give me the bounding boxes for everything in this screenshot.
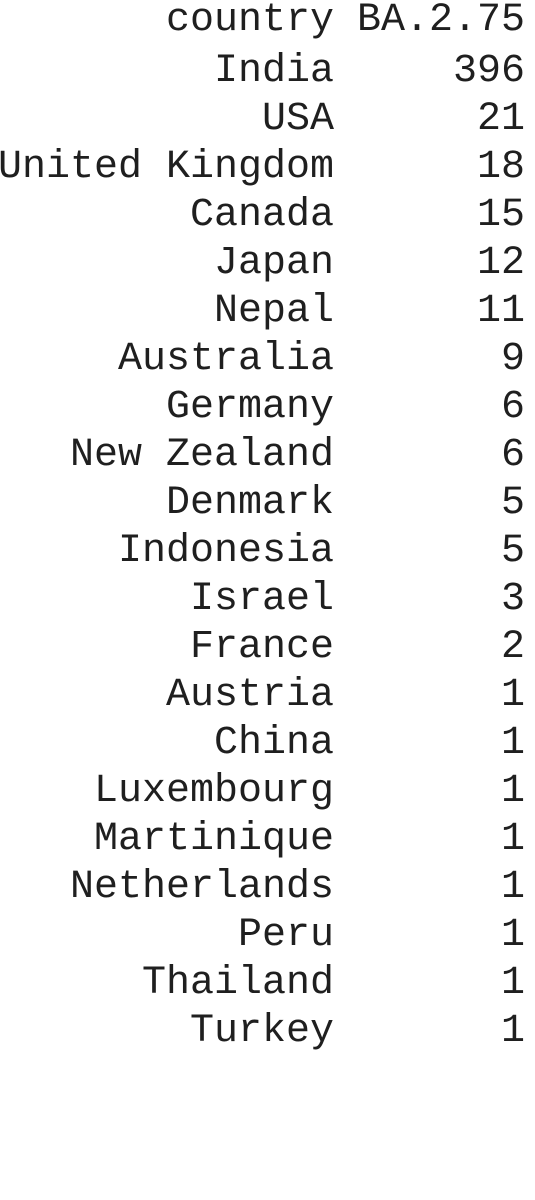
count-cell: 396: [452, 49, 525, 94]
country-cell: Luxembourg: [93, 769, 334, 814]
count-cell: 1: [500, 769, 525, 814]
country-cell: USA: [261, 97, 334, 142]
country-cell: New Zealand: [69, 433, 334, 478]
country-cell: China: [213, 721, 334, 766]
country-count-table: country BA.2.75 India 396 USA 21 United …: [0, 0, 535, 1056]
table-row: Martinique 1: [0, 816, 535, 864]
count-cell: 9: [500, 337, 525, 382]
country-cell: Netherlands: [69, 865, 334, 910]
country-cell: Peru: [237, 913, 334, 958]
count-cell: 1: [500, 817, 525, 862]
count-cell: 1: [500, 673, 525, 718]
count-cell: 1: [500, 865, 525, 910]
country-cell: Austria: [165, 673, 334, 718]
count-cell: 18: [476, 145, 525, 190]
count-cell: 1: [500, 913, 525, 958]
table-row: Turkey 1: [0, 1008, 535, 1056]
table-row: New Zealand 6: [0, 432, 535, 480]
country-cell: Thailand: [141, 961, 334, 1006]
count-cell: 2: [500, 625, 525, 670]
count-cell: 6: [500, 385, 525, 430]
count-cell: 6: [500, 433, 525, 478]
table-row: Luxembourg 1: [0, 768, 535, 816]
country-cell: India: [213, 49, 334, 94]
table-row: Nepal 11: [0, 288, 535, 336]
table-row: Peru 1: [0, 912, 535, 960]
table-row: Thailand 1: [0, 960, 535, 1008]
country-cell: Indonesia: [117, 529, 334, 574]
table-row: Australia 9: [0, 336, 535, 384]
table-row: Austria 1: [0, 672, 535, 720]
country-cell: Israel: [189, 577, 334, 622]
count-cell: 1: [500, 961, 525, 1006]
table-row: United Kingdom 18: [0, 144, 535, 192]
country-cell: Canada: [189, 193, 334, 238]
country-cell: Nepal: [213, 289, 334, 334]
count-cell: 1: [500, 1009, 525, 1054]
table-row: Japan 12: [0, 240, 535, 288]
count-cell: 21: [476, 97, 525, 142]
country-cell: Turkey: [189, 1009, 334, 1054]
count-cell: 12: [476, 241, 525, 286]
count-cell: 5: [500, 481, 525, 526]
count-cell: 1: [500, 721, 525, 766]
country-cell: Martinique: [93, 817, 334, 862]
table-row: France 2: [0, 624, 535, 672]
country-cell: Japan: [213, 241, 334, 286]
count-cell: 15: [476, 193, 525, 238]
count-cell: 5: [500, 529, 525, 574]
country-cell: Denmark: [165, 481, 334, 526]
count-cell: 3: [500, 577, 525, 622]
table-row: Israel 3: [0, 576, 535, 624]
table-row: China 1: [0, 720, 535, 768]
table-row: USA 21: [0, 96, 535, 144]
table-row: Indonesia 5: [0, 528, 535, 576]
count-cell: 11: [476, 289, 525, 334]
table-row: India 396: [0, 48, 535, 96]
header-country: country: [165, 0, 334, 43]
country-cell: Germany: [165, 385, 334, 430]
country-cell: Australia: [117, 337, 334, 382]
country-cell: United Kingdom: [0, 145, 334, 190]
table-row: Netherlands 1: [0, 864, 535, 912]
header-variant: BA.2.75: [356, 0, 525, 43]
table-row: Germany 6: [0, 384, 535, 432]
table-row: Denmark 5: [0, 480, 535, 528]
table-row: Canada 15: [0, 192, 535, 240]
table-header-row: country BA.2.75: [0, 0, 535, 48]
country-cell: France: [189, 625, 334, 670]
